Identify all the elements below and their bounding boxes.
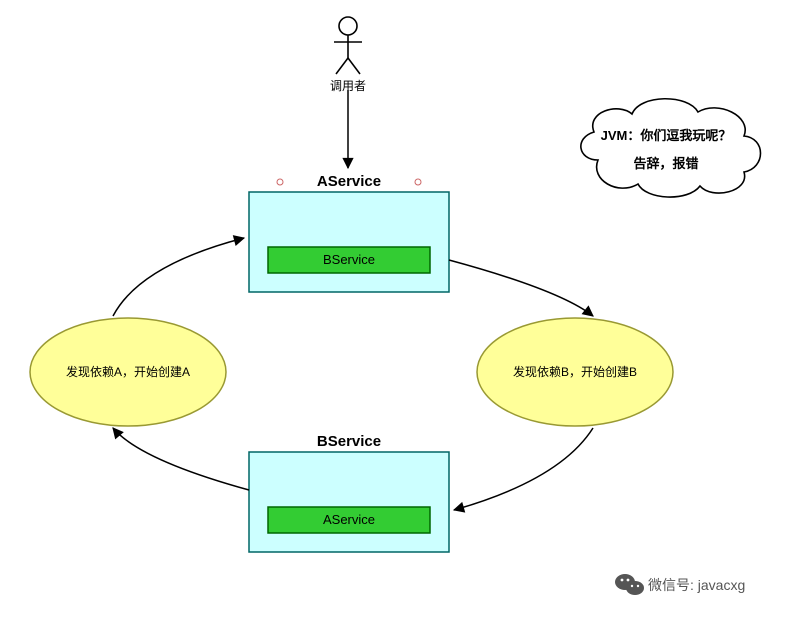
node-left-ellipse: 发现依赖A，开始创建A bbox=[30, 318, 226, 426]
watermark: 微信号: javacxg bbox=[615, 574, 745, 595]
node-aservice: AService BService bbox=[249, 173, 449, 292]
node-right-ellipse: 发现依赖B，开始创建B bbox=[477, 318, 673, 426]
node-bservice: BService AService bbox=[249, 433, 449, 552]
cloud-line1: JVM：你们逗我玩呢？ bbox=[601, 128, 732, 143]
aservice-title: AService bbox=[317, 173, 381, 190]
edge-b-to-left bbox=[113, 428, 249, 490]
actor bbox=[334, 17, 362, 74]
diagram-canvas: 调用者 AService BService BService AService … bbox=[0, 0, 804, 620]
edge-left-to-a bbox=[113, 238, 244, 316]
edge-a-to-right bbox=[449, 260, 593, 316]
cloud-line2: 告辞，报错 bbox=[633, 156, 698, 171]
aservice-inner-label: BService bbox=[323, 252, 375, 267]
watermark-label: 微信号: javacxg bbox=[648, 577, 745, 593]
bservice-inner-label: AService bbox=[323, 512, 375, 527]
bservice-title: BService bbox=[317, 433, 381, 450]
edge-right-to-b bbox=[454, 428, 593, 510]
left-ellipse-label: 发现依赖A，开始创建A bbox=[66, 364, 190, 379]
right-ellipse-label: 发现依赖B，开始创建B bbox=[513, 364, 637, 379]
wechat-icon bbox=[615, 574, 644, 595]
cloud-callout: JVM：你们逗我玩呢？ 告辞，报错 bbox=[581, 99, 761, 197]
